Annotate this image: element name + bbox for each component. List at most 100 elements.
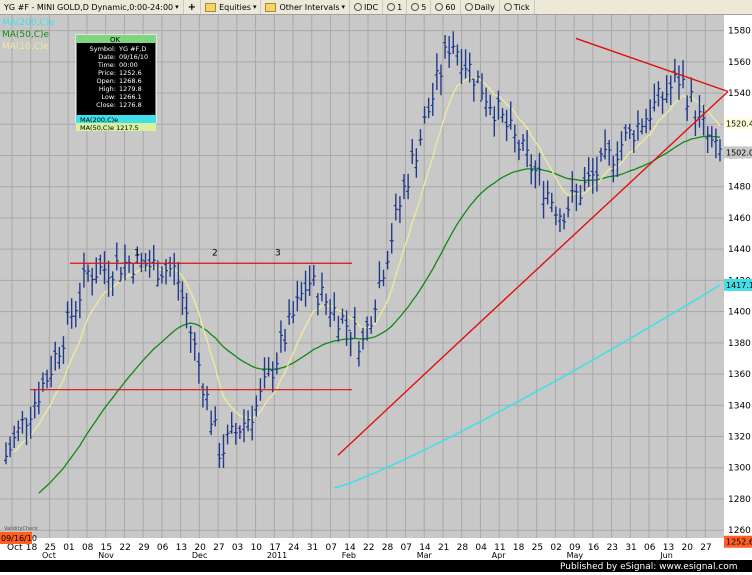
ohlc-bar — [603, 129, 608, 160]
ohlc-bar — [422, 106, 427, 124]
data-row-label: Date: — [98, 53, 116, 61]
ohlc-bar — [434, 53, 439, 91]
ohlc-bar — [176, 262, 181, 301]
ohlc-bar — [525, 130, 530, 168]
ohlc-bar — [262, 357, 267, 389]
interval-60-button[interactable]: 60 — [431, 0, 461, 14]
ohlc-bar — [32, 388, 37, 419]
price-tag — [724, 146, 752, 159]
ohlc-bar — [451, 31, 456, 54]
ohlc-bar — [196, 352, 201, 384]
ohlc-bar — [53, 341, 58, 371]
ohlc-bar — [65, 301, 70, 325]
data-row-value: 1268.6 — [119, 77, 142, 85]
ohlc-bar — [475, 70, 480, 84]
ohlc-bar — [385, 250, 390, 270]
month-label: Mar — [417, 551, 433, 560]
data-window[interactable] — [75, 34, 157, 124]
date-tag — [0, 532, 32, 544]
ohlc-bar — [225, 424, 230, 445]
peak-annotation: 3 — [275, 248, 281, 258]
ohlc-bar — [12, 425, 17, 448]
uptrend-line — [337, 90, 729, 456]
ohlc-bar — [410, 138, 415, 165]
ohlc-bar — [504, 109, 509, 142]
circle-icon — [503, 3, 512, 11]
ohlc-bar — [237, 425, 242, 440]
plus-icon: + — [187, 1, 197, 13]
ohlc-bar — [492, 106, 497, 137]
ohlc-bar — [402, 174, 407, 200]
ohlc-bar — [135, 246, 140, 264]
ohlc-bar — [295, 280, 300, 312]
ohlc-bar — [471, 78, 476, 102]
ohlc-bar — [529, 154, 534, 185]
ohlc-bar — [336, 315, 341, 342]
x-tick-label: 09 — [569, 543, 581, 553]
symbol-selector[interactable]: YG #F - MINI GOLD,D Dynamic,0:00-24:00 ▾ — [0, 0, 184, 14]
add-button[interactable]: + — [184, 0, 202, 14]
x-tick-label: 31 — [307, 543, 318, 553]
ohlc-bar — [90, 267, 95, 296]
ohlc-bar — [106, 260, 111, 297]
x-tick-label: 16 — [588, 543, 600, 553]
month-label: Oct — [42, 551, 56, 560]
x-tick-label: 28 — [382, 543, 394, 553]
y-tick-label: 1320 — [728, 433, 751, 443]
x-tick-label: 17 — [269, 543, 280, 553]
ohlc-bar — [278, 320, 283, 353]
ohlc-bar — [73, 301, 78, 328]
ohlc-bar — [77, 282, 82, 319]
ohlc-bar — [426, 97, 431, 119]
data-row-value: 1252.6 — [119, 69, 142, 77]
interval-tick-button[interactable]: Tick — [500, 0, 535, 14]
ohlc-bar — [701, 104, 706, 136]
price-tag — [724, 117, 752, 130]
ohlc-bar — [664, 75, 669, 104]
ohlc-bar — [373, 299, 378, 323]
ohlc-bar — [438, 64, 443, 96]
x-tick-label: 06 — [157, 543, 169, 553]
price-chart[interactable]: 123 126012801300132013401360138014001420… — [0, 15, 752, 572]
y-tick-label: 1480 — [728, 183, 751, 193]
x-tick-label: 31 — [625, 543, 636, 553]
equities-menu[interactable]: Equities ▾ — [201, 0, 262, 14]
ohlc-bar — [270, 361, 275, 393]
ohlc-bar — [713, 128, 718, 159]
data-row-value: 1266.1 — [119, 93, 142, 101]
legend-ma200: MA(200,C)e — [2, 18, 55, 28]
idc-button[interactable]: IDC — [350, 0, 384, 14]
ohlc-bar — [123, 244, 127, 281]
ohlc-bar — [86, 264, 91, 282]
ohlc-bar — [102, 251, 107, 285]
interval-label: 60 — [445, 2, 456, 12]
x-tick-label: 23 — [607, 543, 618, 553]
interval-5-button[interactable]: 5 — [407, 0, 432, 14]
ohlc-bar — [648, 99, 653, 131]
ohlc-bar — [69, 298, 74, 329]
price-tag-label: 1417.1 — [726, 281, 752, 290]
data-window-header — [76, 35, 156, 43]
ohlc-bar — [180, 281, 185, 315]
other-intervals-menu[interactable]: Other Intervals ▾ — [261, 0, 351, 14]
date-tag-label: 09/16/10 — [1, 534, 37, 543]
ohlc-bar — [455, 44, 460, 66]
legend-ma50: MA(50,C)e — [2, 30, 50, 40]
interval-daily-button[interactable]: Daily — [461, 0, 500, 14]
interval-1-button[interactable]: 1 — [383, 0, 408, 14]
ohlc-bar — [594, 156, 599, 192]
ohlc-bar — [553, 206, 558, 226]
month-label: Feb — [342, 551, 356, 560]
data-window-ma200-label: MA(200,C)e — [80, 116, 118, 124]
peak-annotation: 2 — [212, 248, 218, 258]
ohlc-bar — [545, 180, 550, 205]
x-tick-label: 21 — [438, 543, 449, 553]
ohlc-bar — [500, 108, 505, 123]
chart-area[interactable]: 123 126012801300132013401360138014001420… — [0, 15, 752, 572]
x-tick-label: 02 — [550, 543, 561, 553]
y-tick-label: 1360 — [728, 370, 751, 380]
chevron-down-icon: ▾ — [341, 3, 346, 11]
price-tag-label: 1502.0 — [726, 148, 752, 157]
y-tick-label: 1460 — [728, 214, 751, 224]
ohlc-bar — [61, 336, 66, 365]
